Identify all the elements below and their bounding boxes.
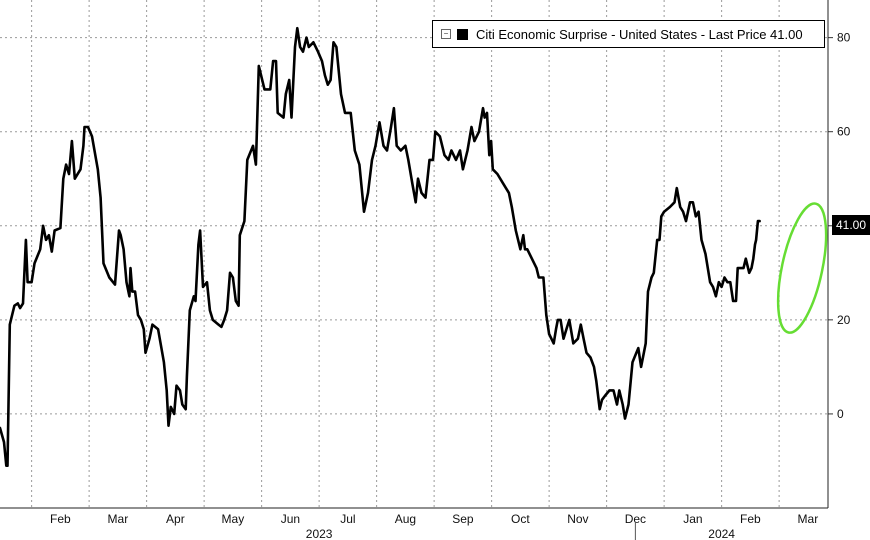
series-line xyxy=(0,26,761,467)
x-tick-label: Dec xyxy=(625,512,646,526)
x-tick-label: Mar xyxy=(798,512,819,526)
collapse-icon[interactable]: − xyxy=(441,29,451,39)
y-tick-label: 80 xyxy=(837,31,851,45)
x-tick-label: Sep xyxy=(452,512,474,526)
y-tick-label: 0 xyxy=(837,407,844,421)
x-tick-label: Feb xyxy=(740,512,761,526)
x-tick-label: Oct xyxy=(511,512,530,526)
chart-legend[interactable]: − Citi Economic Surprise - United States… xyxy=(432,20,825,48)
legend-text: Citi Economic Surprise - United States -… xyxy=(476,26,803,42)
x-tick-label: May xyxy=(222,512,245,526)
x-tick-label: Feb xyxy=(50,512,71,526)
x-tick-label: Jan xyxy=(683,512,702,526)
y-tick-label: 60 xyxy=(837,125,851,139)
x-tick-label: Apr xyxy=(166,512,185,526)
x-tick-label: Jun xyxy=(281,512,300,526)
x-year-label: 2024 xyxy=(708,527,735,540)
x-tick-label: Aug xyxy=(395,512,416,526)
highlight-ellipse xyxy=(776,202,828,334)
y-tick-label: 20 xyxy=(837,313,851,327)
x-tick-label: Mar xyxy=(108,512,129,526)
series-swatch xyxy=(457,28,468,40)
x-year-label: 2023 xyxy=(306,527,333,540)
x-tick-label: Jul xyxy=(340,512,355,526)
x-tick-label: Nov xyxy=(567,512,588,526)
last-price-tag: 41.00 xyxy=(832,215,870,235)
